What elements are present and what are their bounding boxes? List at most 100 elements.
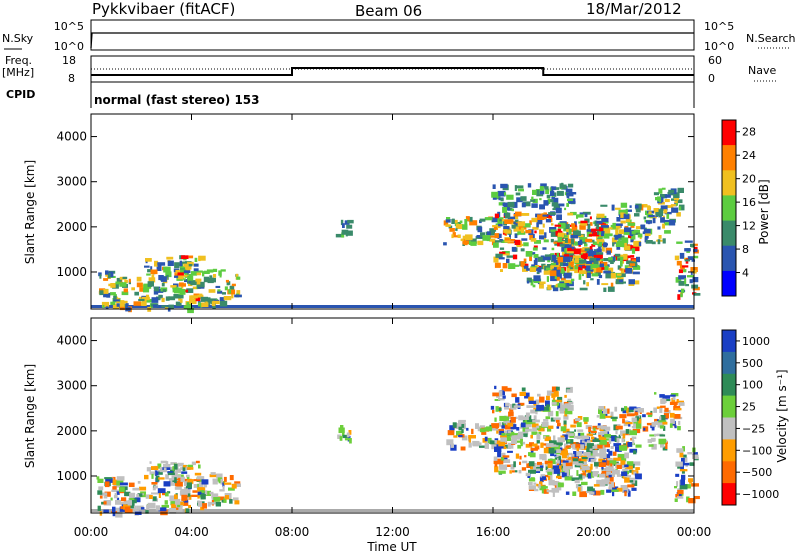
velocity-cell [578, 461, 584, 464]
velocity-cell [673, 404, 677, 408]
power-cell [346, 224, 353, 229]
velocity-cell [518, 469, 522, 474]
velocity-cell [447, 430, 455, 436]
velocity-cell [479, 425, 486, 428]
power-cell [193, 263, 199, 267]
power-cell [620, 261, 623, 267]
power-cell [201, 302, 209, 308]
power-cell [589, 259, 595, 263]
power-cell [476, 235, 483, 238]
power-cell [123, 288, 128, 293]
velocity-cell [543, 435, 546, 439]
velocity-cell [598, 408, 602, 414]
velocity-cell [648, 444, 654, 447]
velocity-cell [669, 401, 678, 405]
power-cell [522, 201, 531, 207]
power-cell [196, 272, 202, 276]
power-cell [542, 256, 551, 261]
power-cell [186, 288, 194, 293]
power-cell [146, 298, 153, 303]
power-cell [615, 241, 623, 247]
power-cell [449, 228, 455, 232]
power-cell [551, 285, 555, 288]
power-cell [146, 294, 150, 299]
velocity-cell [554, 444, 560, 451]
power-cell [188, 255, 194, 259]
power-colorbar-tick-label: 8 [742, 243, 749, 256]
velocity-cell [447, 440, 453, 444]
freq-label-line2: [MHz] [2, 66, 34, 79]
velocity-cell [548, 476, 551, 480]
velocity-cell [494, 466, 499, 473]
velocity-cell [651, 443, 657, 450]
power-cell [464, 219, 468, 225]
velocity-cell [212, 478, 219, 481]
power-cell [588, 251, 596, 257]
power-colorbar-segment [722, 270, 736, 297]
nave-label: Nave [748, 64, 776, 77]
velocity-cell [546, 395, 550, 401]
velocity-cell [461, 428, 464, 434]
power-cell [615, 229, 619, 235]
velocity-cell [229, 475, 234, 481]
velocity-cell [557, 472, 561, 477]
velocity-cell [608, 450, 613, 456]
power-cell [491, 217, 498, 223]
velocity-cell [615, 425, 623, 430]
power-cell [512, 264, 520, 267]
velocity-cell [499, 464, 508, 470]
velocity-cell [604, 477, 610, 484]
power-cell [229, 285, 235, 290]
velocity-cell [571, 453, 575, 457]
power-cell [493, 256, 499, 263]
power-cell [557, 283, 566, 288]
power-cell [453, 219, 458, 224]
power-cell [606, 250, 611, 255]
power-cell [664, 211, 672, 215]
velocity-cell [171, 503, 179, 510]
velocity-cell [548, 447, 557, 454]
power-cell [670, 204, 677, 207]
velocity-cell [626, 461, 634, 466]
power-cell [648, 214, 655, 218]
power-cell [152, 304, 158, 308]
power-cell [455, 228, 458, 231]
velocity-cell [196, 476, 205, 480]
velocity-cell [557, 437, 565, 443]
velocity-cell [511, 393, 517, 398]
velocity-cell [574, 479, 580, 484]
velocity-cell [219, 489, 225, 492]
power-cell [522, 263, 529, 268]
velocity-cell [512, 470, 515, 473]
velocity-cell [588, 426, 591, 432]
velocity-cell [559, 411, 566, 414]
velocity-cell [590, 458, 596, 463]
velocity-cell [130, 500, 135, 506]
power-cell [550, 230, 559, 237]
velocity-cell [676, 399, 679, 403]
power-cell [513, 226, 522, 232]
power-cell [536, 271, 540, 275]
power-cell [566, 192, 573, 196]
velocity-cell [510, 427, 518, 430]
velocity-cell [538, 431, 542, 435]
velocity-colorbar-tick-label: 100 [742, 379, 763, 392]
power-colorbar-segment [722, 145, 736, 171]
velocity-cell [620, 430, 626, 437]
power-cell [498, 223, 503, 227]
power-cell [596, 248, 602, 253]
power-cell [685, 284, 689, 287]
velocity-cell [178, 477, 181, 483]
power-cell [174, 272, 180, 276]
power-cell [653, 208, 660, 213]
power-cell [652, 217, 656, 224]
power-cell [515, 192, 521, 196]
velocity-cell [231, 483, 237, 489]
power-cell [632, 245, 640, 252]
power-cell [138, 298, 145, 302]
power-cell [491, 191, 499, 198]
velocity-cell [681, 469, 685, 474]
power-cell [508, 263, 516, 269]
power-cell [637, 233, 643, 238]
power-cell [208, 289, 216, 293]
